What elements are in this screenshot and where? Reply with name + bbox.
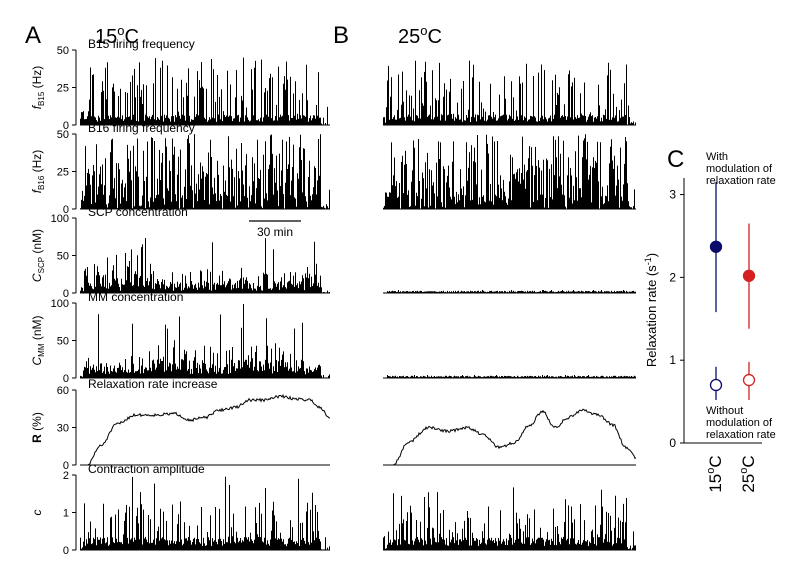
c-annotation-bottom: relaxation rate — [706, 429, 776, 441]
trace-row-1: B16 firing frequency 50 25 0 fB16 (Hz) — [30, 121, 636, 216]
c-annotation-top: With — [706, 151, 728, 163]
y-tick-label: 0 — [63, 460, 69, 472]
c-annotation-top: modulation of — [706, 163, 773, 175]
panel-letter-b: B — [333, 22, 349, 49]
c-annotation-bottom: modulation of — [706, 417, 773, 429]
trace-line-15C — [80, 394, 331, 466]
y-tick-label: 0 — [63, 204, 69, 216]
panel-letter-a: A — [25, 22, 41, 49]
c-point-with-modulation — [709, 240, 723, 253]
c-y-axis-label: Relaxation rate (s-1) — [643, 253, 659, 367]
y-tick-label: 50 — [57, 251, 69, 263]
c-annotation-bottom: Without — [706, 405, 743, 417]
panel-b-title: 25oC — [398, 23, 442, 48]
y-tick-label: 25 — [57, 83, 69, 95]
trace-spikes-25C — [383, 290, 636, 293]
trace-row-title: B15 firing frequency — [88, 37, 195, 51]
trace-row-title: MM concentration — [88, 290, 183, 304]
y-axis-label: fB15 (Hz) — [30, 66, 46, 110]
trace-spikes-15C — [80, 57, 330, 125]
y-tick-label: 25 — [57, 167, 69, 179]
y-tick-label: 0 — [63, 373, 69, 385]
y-tick-label: 100 — [51, 298, 69, 310]
y-axis-label: fB16 (Hz) — [30, 150, 46, 194]
trace-spikes-25C — [383, 134, 635, 209]
trace-row-3: MM concentration 100 50 0 CMM (nM) — [30, 290, 636, 385]
c-annotation-top: relaxation rate — [706, 175, 776, 187]
c-y-tick-label: 3 — [669, 188, 676, 202]
y-axis-label: CMM (nM) — [30, 316, 46, 366]
scale-bar-label: 30 min — [257, 225, 293, 239]
c-point-without-modulation — [742, 373, 756, 387]
c-point-without-modulation — [709, 378, 723, 392]
y-tick-label: 60 — [57, 385, 69, 397]
y-axis-label: CSCP (nM) — [30, 229, 46, 282]
trace-spikes-15C — [80, 476, 330, 550]
trace-row-title: Relaxation rate increase — [88, 377, 218, 391]
trace-row-4: Relaxation rate increase 60 30 0 R (%) — [30, 377, 637, 472]
c-y-tick-label: 2 — [669, 270, 676, 284]
c-y-tick-label: 0 — [669, 436, 676, 450]
y-tick-label: 0 — [63, 120, 69, 132]
panel-a-title: 15oC — [95, 23, 139, 48]
c-category-label: 15oC — [705, 455, 725, 492]
trace-spikes-15C — [80, 134, 330, 209]
c-y-tick-label: 1 — [669, 353, 676, 367]
c-point-with-modulation — [742, 269, 756, 282]
trace-spikes-25C — [383, 375, 636, 378]
y-axis-label: R (%) — [30, 412, 44, 443]
y-axis-label: c — [30, 510, 44, 516]
y-tick-label: 30 — [57, 423, 69, 435]
y-tick-label: 50 — [57, 129, 69, 141]
y-tick-label: 50 — [57, 45, 69, 57]
trace-row-title: SCP concentration — [88, 205, 188, 219]
y-tick-label: 0 — [63, 288, 69, 300]
y-tick-label: 100 — [51, 213, 69, 225]
trace-spikes-15C — [80, 238, 330, 293]
trace-spikes-15C — [80, 304, 330, 378]
c-category-label: 25oC — [738, 455, 758, 492]
y-tick-label: 50 — [57, 336, 69, 348]
panel-letter-c: C — [667, 146, 684, 173]
trace-line-25C — [383, 408, 637, 466]
y-tick-label: 0 — [63, 545, 69, 557]
trace-row-title: Contraction amplitude — [88, 462, 205, 476]
y-tick-label: 1 — [63, 508, 69, 520]
y-tick-label: 2 — [63, 470, 69, 482]
trace-row-title: B16 firing frequency — [88, 121, 195, 135]
trace-spikes-25C — [383, 487, 636, 550]
trace-row-2: SCP concentration 100 50 0 CSCP (nM) — [30, 205, 636, 300]
trace-row-5: Contraction amplitude 2 1 0 c — [30, 462, 636, 557]
trace-row-0: B15 firing frequency 50 25 0 fB15 (Hz) — [30, 37, 636, 132]
trace-spikes-25C — [383, 60, 636, 125]
